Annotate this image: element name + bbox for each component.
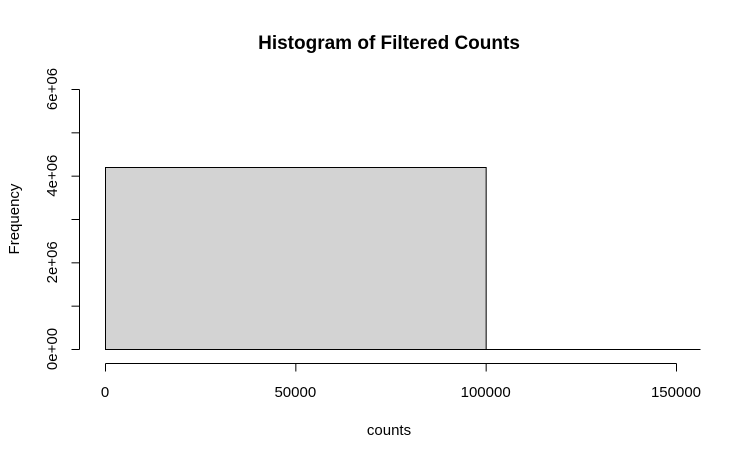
histogram-bars [105,167,701,350]
x-tick-label: 0 [101,384,109,401]
y-tick-label: 4e+06 [44,155,61,197]
x-tick-label: 100000 [461,384,511,401]
y-tick-label: 2e+06 [44,241,61,283]
x-axis-label: counts [367,422,411,439]
y-tick-label: 6e+06 [44,68,61,110]
histogram-bar-1 [105,167,487,350]
y-axis: 0e+00 2e+06 4e+06 6e+06 [44,68,80,370]
chart-title: Histogram of Filtered Counts [258,33,520,54]
y-tick-label: 0e+00 [44,328,61,370]
x-axis: 0 50000 100000 150000 [101,363,701,401]
x-tick-label: 150000 [651,384,701,401]
x-tick-label: 50000 [274,384,316,401]
y-axis-label: Frequency [6,183,23,254]
